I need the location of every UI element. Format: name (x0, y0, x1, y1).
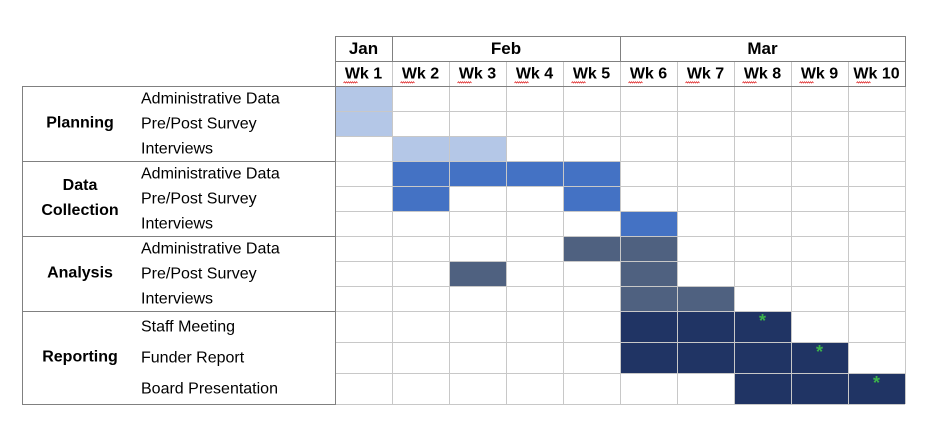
spellcheck-underline (628, 81, 643, 84)
month-label-jan: Jan (349, 39, 378, 58)
week-label: Wk 10 (853, 66, 899, 83)
task-bar-cell (677, 286, 734, 311)
spellcheck-underline (457, 81, 472, 84)
task-bar-cell (734, 342, 791, 373)
task-label: Administrative Data (141, 166, 280, 183)
spellcheck-underline (856, 81, 871, 84)
milestone-marker: * (816, 342, 823, 362)
week-label: Wk 3 (459, 66, 496, 83)
task-label: Funder Report (141, 350, 245, 367)
week-label: Wk 8 (744, 66, 781, 83)
task-bar-cell (734, 311, 791, 342)
week-label: Wk 6 (630, 66, 667, 83)
grid-lines (335, 61, 906, 405)
spellcheck-underline (400, 81, 415, 84)
spellcheck-underline (571, 81, 586, 84)
task-bar-cell (620, 286, 677, 311)
milestone-marker: * (759, 311, 766, 331)
task-bar-cell (449, 136, 506, 161)
phase-label: Reporting (42, 349, 118, 366)
task-label: Pre/Post Survey (141, 266, 257, 283)
task-bar-cell (392, 161, 449, 186)
task-bar-cell (620, 236, 677, 261)
task-bar-cell (335, 86, 392, 111)
week-label: Wk 5 (573, 66, 610, 83)
spellcheck-underline (799, 81, 814, 84)
month-label-feb: Feb (491, 39, 521, 58)
task-bar-cell (392, 136, 449, 161)
week-label: Wk 2 (402, 66, 439, 83)
task-label: Administrative Data (141, 91, 280, 108)
task-bar-cell (734, 373, 791, 404)
week-label: Wk 9 (801, 66, 838, 83)
task-bar-cell (506, 161, 563, 186)
phase-block-reporting (22, 311, 336, 405)
task-label: Staff Meeting (141, 319, 235, 336)
spellcheck-underline (343, 81, 358, 84)
task-bar-cell (563, 186, 620, 211)
task-bar-cell (335, 111, 392, 136)
task-label: Interviews (141, 141, 213, 158)
task-bar-cell (620, 211, 677, 236)
task-bar-cell (563, 236, 620, 261)
task-bar-cell (620, 342, 677, 373)
task-bar-cell (677, 311, 734, 342)
task-bar-cell (791, 342, 848, 373)
task-label: Interviews (141, 291, 213, 308)
milestone-marker: * (873, 373, 880, 393)
spellcheck-underline (514, 81, 529, 84)
task-bar-cell (848, 373, 905, 404)
task-label: Administrative Data (141, 241, 280, 258)
task-bar-cell (791, 373, 848, 404)
phase-label: Data (63, 177, 98, 194)
phase-label: Planning (46, 115, 114, 132)
task-label: Pre/Post Survey (141, 116, 257, 133)
spellcheck-underline (742, 81, 757, 84)
task-bar-cell (563, 161, 620, 186)
task-bar-cell (449, 161, 506, 186)
spellcheck-underline (685, 81, 700, 84)
task-bar-cell (620, 261, 677, 286)
task-bar-cell (620, 311, 677, 342)
task-label: Board Presentation (141, 381, 278, 398)
phase-label: Collection (41, 202, 118, 219)
week-label: Wk 1 (345, 66, 382, 83)
task-label: Interviews (141, 216, 213, 233)
phase-label: Analysis (47, 265, 113, 282)
task-bar-cell (677, 342, 734, 373)
task-bar-cell (449, 261, 506, 286)
week-label: Wk 7 (687, 66, 724, 83)
week-label: Wk 4 (516, 66, 553, 83)
month-label-mar: Mar (747, 39, 778, 58)
task-label: Pre/Post Survey (141, 191, 257, 208)
task-bar-cell (392, 186, 449, 211)
